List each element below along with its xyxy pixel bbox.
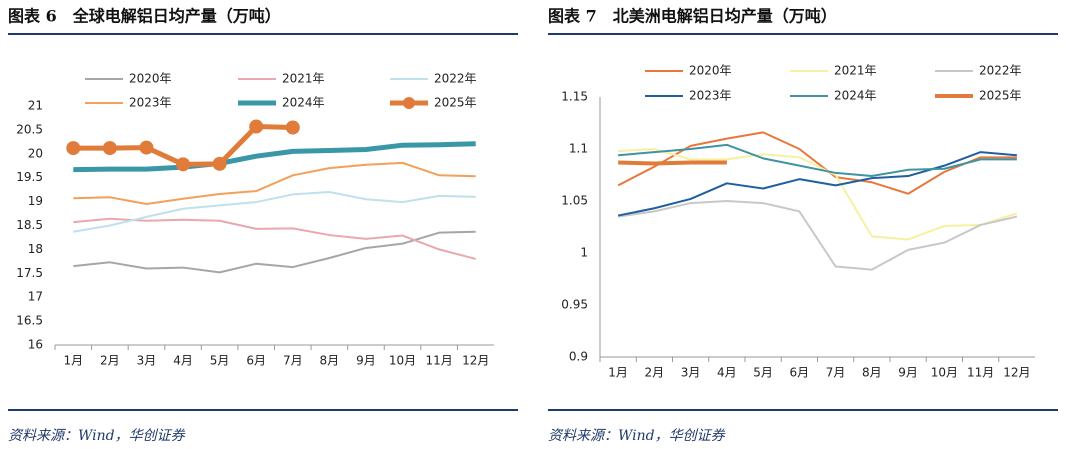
x-tick-label: 2月 <box>100 354 120 368</box>
legend-label: 2021年 <box>282 72 325 86</box>
x-tick-label: 6月 <box>790 366 810 380</box>
series-marker <box>139 140 154 155</box>
y-tick-label: 1.05 <box>561 194 588 208</box>
series-line <box>73 141 476 173</box>
y-tick-label: 21 <box>28 99 43 113</box>
source-note: 资料来源：Wind，华创证券 <box>548 428 726 444</box>
y-tick-label: 0.95 <box>561 298 588 312</box>
x-tick-label: 10月 <box>931 366 958 380</box>
legend-label: 2022年 <box>434 72 477 86</box>
legend-label: 2022年 <box>979 64 1022 78</box>
source-note: 资料来源：Wind，华创证券 <box>8 428 186 444</box>
legend-label: 2020年 <box>689 64 732 78</box>
x-tick-label: 9月 <box>898 366 918 380</box>
x-tick-label: 4月 <box>173 354 193 368</box>
y-tick-label: 20 <box>28 146 43 160</box>
x-tick-label: 12月 <box>462 354 489 368</box>
y-tick-label: 19 <box>28 194 43 208</box>
legend-label: 2021年 <box>834 64 877 78</box>
series-line <box>618 143 1017 178</box>
y-tick-label: 20.5 <box>16 122 43 136</box>
y-tick-label: 18 <box>28 242 43 256</box>
series-marker <box>285 120 300 135</box>
legend-label: 2024年 <box>282 96 325 110</box>
legend-label: 2024年 <box>834 89 877 103</box>
x-tick-label: 4月 <box>717 366 737 380</box>
x-tick-label: 1月 <box>608 366 628 380</box>
y-tick-label: 17.5 <box>16 266 43 280</box>
series-marker <box>176 157 191 172</box>
x-tick-label: 2月 <box>645 366 665 380</box>
series-line <box>73 161 476 205</box>
x-tick-label: 12月 <box>1003 366 1030 380</box>
x-tick-label: 3月 <box>681 366 701 380</box>
legend-label: 2025年 <box>979 89 1022 103</box>
x-tick-label: 5月 <box>210 354 230 368</box>
y-tick-label: 18.5 <box>16 218 43 232</box>
y-tick-label: 1 <box>580 246 588 260</box>
x-tick-label: 3月 <box>137 354 157 368</box>
x-tick-label: 8月 <box>320 354 340 368</box>
series-line <box>618 160 727 166</box>
series-line <box>617 200 1018 271</box>
legend-label: 2023年 <box>129 96 172 110</box>
series-marker <box>66 141 81 156</box>
series-line <box>73 217 476 260</box>
y-tick-label: 17 <box>28 290 43 304</box>
y-tick-label: 0.9 <box>569 350 588 364</box>
series-marker <box>102 141 117 156</box>
chart-title: 图表 6 全球电解铝日均产量（万吨） <box>8 7 281 26</box>
x-tick-label: 7月 <box>283 354 303 368</box>
x-tick-label: 10月 <box>389 354 416 368</box>
x-tick-label: 9月 <box>356 354 376 368</box>
x-tick-label: 11月 <box>425 354 452 368</box>
x-tick-label: 11月 <box>967 366 994 380</box>
x-tick-label: 1月 <box>63 354 83 368</box>
y-tick-label: 16 <box>28 338 43 352</box>
y-tick-label: 1.1 <box>569 142 588 156</box>
series-marker <box>249 119 264 134</box>
x-tick-label: 5月 <box>753 366 773 380</box>
legend-marker <box>403 97 415 109</box>
series-line <box>617 151 1017 217</box>
chart-title: 图表 7 北美洲电解铝日均产量（万吨） <box>548 7 837 26</box>
series-line <box>73 230 476 274</box>
series-line <box>73 191 476 233</box>
series-line <box>618 148 1018 241</box>
x-tick-label: 6月 <box>246 354 266 368</box>
x-tick-label: 8月 <box>862 366 882 380</box>
series-marker <box>212 156 227 171</box>
legend-label: 2020年 <box>129 72 172 86</box>
y-tick-label: 19.5 <box>16 170 43 184</box>
legend-label: 2025年 <box>434 96 477 110</box>
y-tick-label: 1.15 <box>561 90 588 104</box>
legend-label: 2023年 <box>689 89 732 103</box>
x-tick-label: 7月 <box>826 366 846 380</box>
y-tick-label: 16.5 <box>16 314 43 328</box>
